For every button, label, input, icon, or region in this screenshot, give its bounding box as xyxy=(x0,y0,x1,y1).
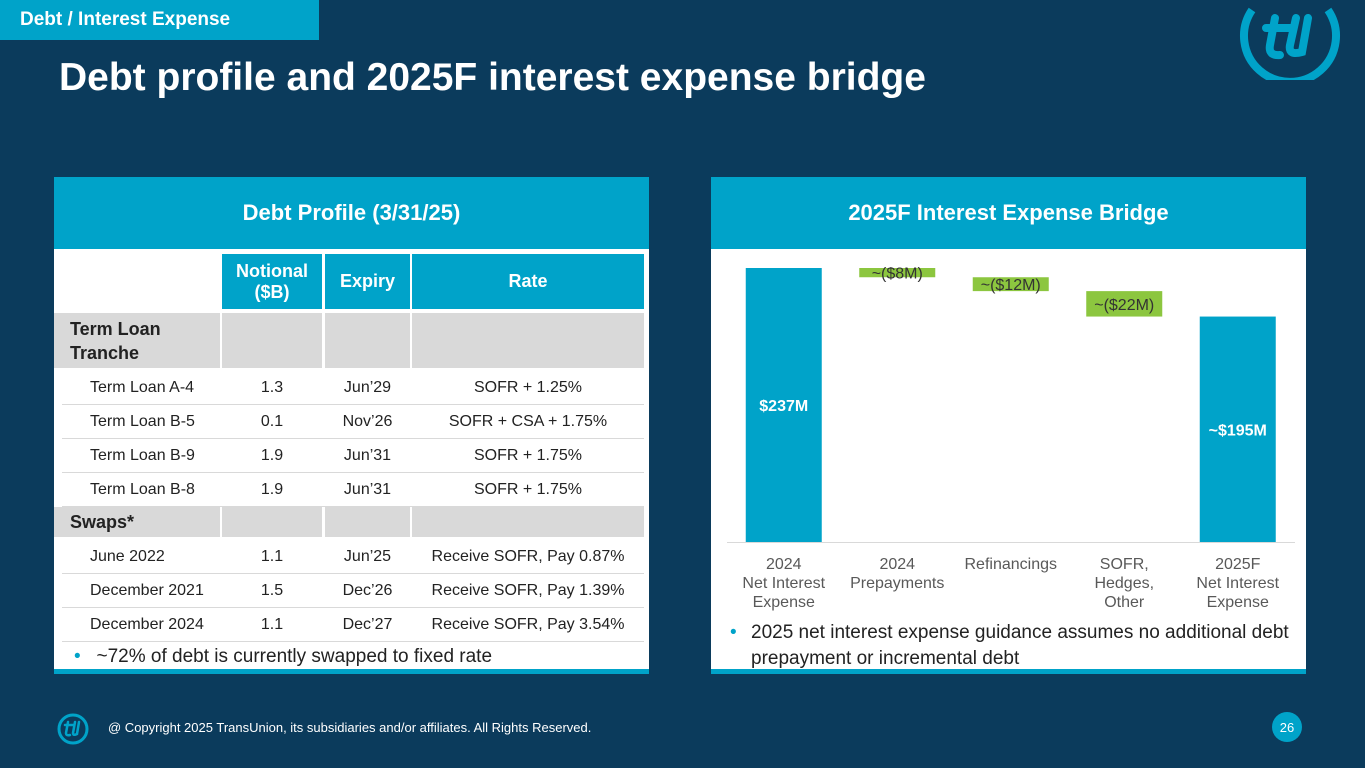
panel-rule xyxy=(711,669,1306,674)
x-tick-label: SOFR, Hedges, Other xyxy=(1094,556,1155,611)
bar xyxy=(1086,291,1163,317)
row-line xyxy=(62,404,644,405)
chart-note: • 2025 net interest expense guidance assu… xyxy=(730,620,1290,672)
bar xyxy=(745,268,822,542)
table-cell: Term Loan B-9 xyxy=(90,446,195,464)
section-tag: Debt / Interest Expense xyxy=(0,0,319,40)
row-line xyxy=(62,641,644,642)
table-cell: SOFR + 1.25% xyxy=(473,378,583,396)
group-cell xyxy=(222,507,322,537)
table-cell: Term Loan B-8 xyxy=(90,480,195,498)
row-line xyxy=(62,438,644,439)
table-cell: 1.9 xyxy=(260,446,284,464)
group-cell xyxy=(325,313,410,368)
copyright: @ Copyright 2025 TransUnion, its subsidi… xyxy=(108,720,592,735)
value-label: ~$195M xyxy=(1209,422,1267,439)
group-cell xyxy=(412,313,644,368)
note-text: ~72% of debt is currently swapped to fix… xyxy=(96,646,493,667)
panel-rule xyxy=(54,669,649,674)
table: Notional ($B) Expiry Rate Term Loan Tranche… xyxy=(54,177,649,674)
table-cell: 1.9 xyxy=(260,480,284,498)
x-tick-label: 2024 Prepayments xyxy=(850,556,945,592)
row-line xyxy=(62,472,644,473)
table-cell: Dec’26 xyxy=(342,581,393,599)
row-line xyxy=(62,573,644,574)
table-cell: Receive SOFR, Pay 3.54% xyxy=(431,615,625,633)
table-cell: 1.1 xyxy=(260,547,284,565)
x-tick-label: 2025F Net Interest Expense xyxy=(1196,556,1280,611)
group-cell xyxy=(325,507,410,537)
table-cell: Jun’31 xyxy=(343,480,392,498)
table-cell: SOFR + 1.75% xyxy=(473,446,583,464)
table-cell: Dec’27 xyxy=(342,615,393,633)
table-cell: 1.1 xyxy=(260,615,284,633)
footer-logo xyxy=(57,713,89,745)
slide-title: Debt profile and 2025F interest expense … xyxy=(59,56,926,99)
x-tick-label: 2024 Net Interest Expense xyxy=(742,556,826,611)
row-line xyxy=(62,506,644,507)
table-cell: 1.5 xyxy=(260,581,284,599)
value-label: ~($8M) xyxy=(872,266,923,283)
page-number: 26 xyxy=(1272,712,1302,742)
table-cell: June 2022 xyxy=(90,547,165,565)
table-cell: December 2024 xyxy=(90,615,204,633)
group-cell xyxy=(222,313,322,368)
value-label: ~($22M) xyxy=(1094,297,1154,314)
column-header: Rate xyxy=(412,254,644,309)
x-tick-label: Refinancings xyxy=(964,556,1058,573)
logo xyxy=(1240,7,1340,80)
table-cell: Term Loan A-4 xyxy=(90,378,195,396)
table-cell: Jun’31 xyxy=(343,446,392,464)
value-label: $237M xyxy=(759,398,808,415)
table-cell: Receive SOFR, Pay 1.39% xyxy=(431,581,625,599)
table-cell: SOFR + CSA + 1.75% xyxy=(448,412,608,430)
panel-title: 2025F Interest Expense Bridge xyxy=(711,177,1306,249)
bar xyxy=(1199,316,1276,542)
table-cell: 0.1 xyxy=(260,412,284,430)
table-cell: Nov’26 xyxy=(342,412,393,430)
table-cell: Receive SOFR, Pay 0.87% xyxy=(431,547,625,565)
row-line xyxy=(62,607,644,608)
panel-title: Debt Profile (3/31/25) xyxy=(54,177,649,249)
column-header: Notional ($B) xyxy=(222,254,322,309)
value-label: ~($12M) xyxy=(981,277,1041,294)
column-header: Expiry xyxy=(325,254,410,309)
note-text: 2025 net interest expense guidance assum… xyxy=(751,622,1289,669)
table-note: • ~72% of debt is currently swapped to f… xyxy=(74,646,493,667)
table-cell: Jun’25 xyxy=(343,547,392,565)
bar xyxy=(859,268,936,278)
group-cell xyxy=(412,507,644,537)
table-cell: SOFR + 1.75% xyxy=(473,480,583,498)
table-cell: 1.3 xyxy=(260,378,284,396)
group-cell: Swaps* xyxy=(54,507,220,537)
table-cell: Term Loan B-5 xyxy=(90,412,195,430)
bar xyxy=(972,277,1049,292)
group-cell: Term Loan Tranche xyxy=(54,313,220,368)
table-cell: December 2021 xyxy=(90,581,204,599)
table-cell: Jun’29 xyxy=(343,378,392,396)
